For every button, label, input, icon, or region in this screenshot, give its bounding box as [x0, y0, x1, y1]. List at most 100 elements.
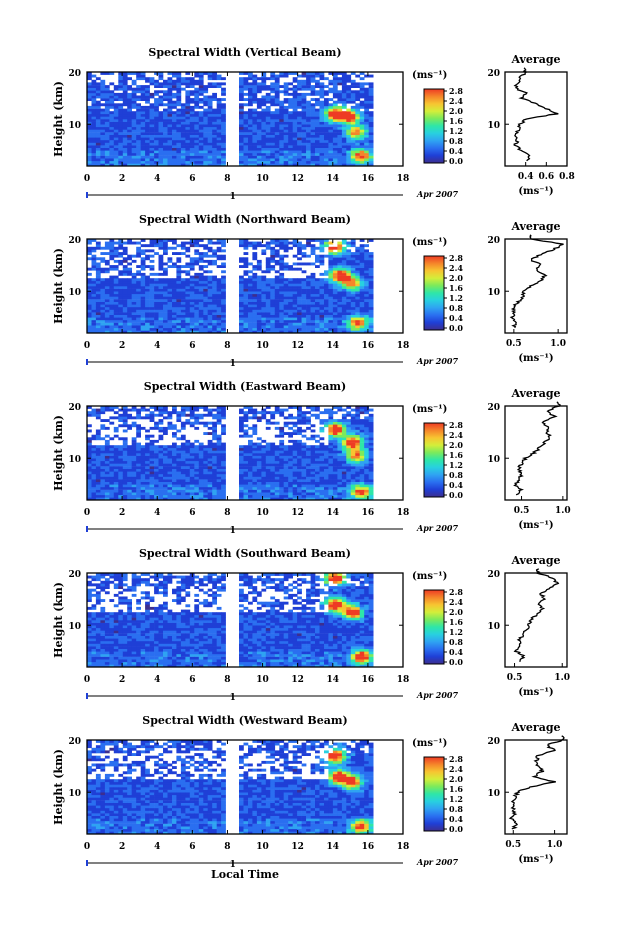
- heatmap-cell: [109, 497, 115, 501]
- heatmap-cell: [212, 450, 217, 454]
- heatmap-cell: [252, 74, 258, 78]
- heatmap-cell: [346, 327, 352, 331]
- heatmap-cell: [283, 82, 289, 86]
- heatmap-cell: [180, 296, 186, 300]
- heatmap-cell: [306, 306, 311, 310]
- heatmap-cell: [140, 142, 146, 146]
- heatmap-cell: [207, 74, 213, 78]
- heatmap-cell: [95, 494, 101, 498]
- heatmap-cell: [359, 111, 365, 115]
- heatmap-cell: [288, 319, 293, 323]
- heatmap-cell: [185, 463, 191, 467]
- heatmap-cell: [91, 87, 97, 91]
- heatmap-cell: [270, 325, 276, 329]
- heatmap-cell: [109, 317, 115, 321]
- heatmap-cell: [368, 158, 374, 162]
- heatmap-cell: [127, 476, 132, 480]
- heatmap-cell: [172, 408, 177, 412]
- heatmap-cell: [131, 119, 137, 122]
- heatmap-cell: [203, 293, 209, 297]
- heatmap-cell: [87, 317, 92, 321]
- heatmap-cell: [198, 252, 204, 255]
- heatmap-cell: [252, 293, 258, 297]
- heatmap-cell: [118, 113, 124, 117]
- heatmap-cell: [149, 306, 155, 310]
- heatmap-cell: [256, 119, 262, 122]
- heatmap-cell: [118, 116, 124, 120]
- heatmap-cell: [261, 314, 267, 318]
- heatmap-cell: [355, 121, 361, 125]
- heatmap-cell: [265, 119, 271, 122]
- heatmap-cell: [87, 468, 92, 472]
- heatmap-cell: [279, 121, 285, 125]
- heatmap-cell: [355, 160, 361, 164]
- heatmap-cell: [140, 471, 146, 475]
- heatmap-cell: [216, 293, 222, 297]
- heatmap-cell: [239, 152, 244, 156]
- heatmap-cell: [270, 82, 276, 86]
- heatmap-cell: [256, 306, 262, 310]
- panel-title: Spectral Width (Eastward Beam): [144, 380, 346, 393]
- heatmap-cell: [265, 158, 271, 162]
- heatmap-cell: [149, 304, 155, 308]
- heatmap-cell: [180, 421, 186, 425]
- heatmap-cell: [180, 252, 186, 255]
- heatmap-cell: [145, 476, 150, 480]
- heatmap-cell: [149, 82, 155, 86]
- heatmap-cell: [176, 486, 182, 490]
- heatmap-cell: [154, 147, 159, 151]
- heatmap-cell: [337, 124, 343, 128]
- heatmap-cell: [163, 458, 168, 462]
- heatmap-cell: [163, 473, 168, 477]
- heatmap-cell: [364, 160, 369, 164]
- heatmap-cell: [350, 139, 356, 143]
- heatmap-cell: [368, 272, 374, 276]
- heatmap-cell: [104, 124, 110, 128]
- heatmap-cell: [176, 299, 182, 302]
- heatmap-cell: [158, 286, 164, 289]
- heatmap-cell: [145, 100, 150, 104]
- heatmap-cell: [203, 312, 209, 315]
- heatmap-cell: [154, 92, 159, 96]
- heatmap-cell: [149, 259, 155, 263]
- heatmap-cell: [337, 113, 343, 117]
- heatmap-cell: [283, 249, 289, 253]
- heatmap-cell: [176, 322, 182, 326]
- heatmap-cell: [104, 445, 110, 449]
- heatmap-cell: [368, 152, 374, 156]
- heatmap-cell: [341, 132, 347, 135]
- heatmap-cell: [301, 147, 307, 151]
- heatmap-cell: [91, 145, 97, 148]
- heatmap-cell: [346, 77, 352, 81]
- heatmap-cell: [332, 103, 338, 107]
- heatmap-cell: [341, 121, 347, 125]
- heatmap-cell: [127, 239, 132, 242]
- heatmap-cell: [359, 90, 365, 94]
- heatmap-cell: [306, 283, 311, 287]
- heatmap-cell: [203, 116, 209, 120]
- heatmap-cell: [270, 137, 276, 141]
- heatmap-cell: [346, 262, 352, 266]
- heatmap-cell: [292, 299, 298, 302]
- average-x-tick-label: 0.8: [559, 172, 575, 182]
- heatmap-cell: [355, 306, 361, 310]
- heatmap-cell: [163, 132, 168, 135]
- heatmap-cell: [346, 304, 352, 308]
- heatmap-cell: [359, 150, 365, 154]
- heatmap-cell: [198, 79, 204, 83]
- heatmap-cell: [256, 325, 262, 329]
- heatmap-cell: [216, 291, 222, 295]
- heatmap-cell: [118, 306, 124, 310]
- heatmap-cell: [180, 158, 186, 162]
- heatmap-cell: [350, 150, 356, 154]
- heatmap-cell: [140, 304, 146, 308]
- heatmap-cell: [140, 322, 146, 326]
- heatmap-cell: [288, 92, 293, 96]
- heatmap-cell: [154, 453, 159, 456]
- heatmap-cell: [350, 288, 356, 292]
- heatmap-cell: [136, 306, 141, 310]
- heatmap-cell: [324, 119, 329, 122]
- heatmap-cell: [163, 453, 168, 456]
- heatmap-cell: [176, 90, 182, 94]
- heatmap-cell: [283, 98, 289, 101]
